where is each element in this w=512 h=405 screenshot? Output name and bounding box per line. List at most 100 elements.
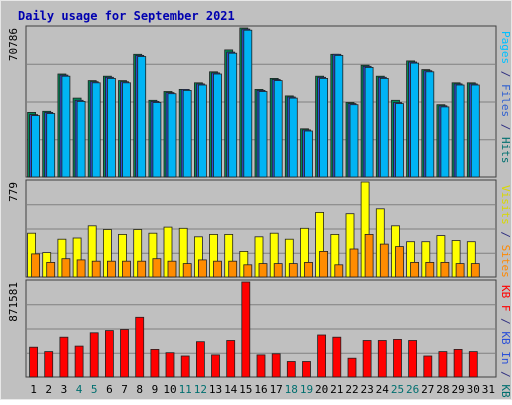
bar-middle-s1-day-25	[395, 246, 404, 278]
bar-bottom-s0-day-29	[453, 348, 463, 378]
x-tick-label-19: 19	[300, 383, 313, 396]
x-tick-label-18: 18	[285, 383, 298, 396]
x-tick-label-28: 28	[436, 383, 449, 396]
y-max-label: 779	[7, 182, 20, 202]
bar-top-s2-day-5	[91, 82, 101, 178]
bar-bottom-s0-day-14	[226, 340, 236, 378]
x-tick-label-12: 12	[194, 383, 207, 396]
x-tick-label-16: 16	[254, 383, 267, 396]
legend-part: /	[499, 64, 512, 84]
bar-middle-s1-day-3	[61, 258, 71, 278]
bar-bottom-s0-day-22	[347, 357, 357, 378]
bar-top-s2-day-4	[76, 101, 86, 178]
y-axis-legend-label: Visits / Sites	[499, 185, 512, 278]
bar-bottom-s0-day-27	[423, 355, 433, 378]
chart-panels: 70786 Pages / Files / Hits 779 Visits / Sit…	[7, 25, 512, 405]
bar-top-s2-day-10	[167, 93, 177, 178]
bar-bottom-s0-day-3	[59, 336, 69, 378]
bar-middle-s1-day-23	[364, 233, 374, 278]
bar-bottom-s0-day-16	[256, 354, 266, 378]
x-tick-label-21: 21	[330, 383, 343, 396]
bar-top-s2-day-9	[152, 102, 162, 178]
x-tick-label-14: 14	[224, 383, 238, 396]
bar-middle-s1-day-4	[76, 259, 86, 278]
bar-top-s2-day-16	[258, 91, 268, 178]
legend-part: Pages	[499, 31, 512, 64]
bar-top-s2-day-17	[273, 80, 283, 178]
bar-top-s2-day-24	[379, 78, 389, 178]
bar-middle-s1-day-18	[288, 263, 298, 278]
bar-top-s2-day-14	[228, 52, 238, 178]
chart-title: Daily usage for September 2021	[18, 9, 235, 23]
bar-bottom-s0-day-30	[468, 351, 478, 378]
x-tick-label-13: 13	[209, 383, 222, 396]
bar-middle-s1-day-21	[334, 264, 344, 278]
bar-bottom-s0-day-6	[105, 330, 114, 378]
bar-top-s2-day-12	[197, 84, 207, 178]
bar-bottom-s0-day-20	[317, 334, 327, 378]
legend-part: Hits	[499, 137, 512, 164]
bar-bottom-s0-day-15	[241, 281, 251, 378]
bar-top-s2-day-30	[470, 84, 480, 178]
x-tick-label-9: 9	[152, 383, 159, 396]
bar-bottom-s0-day-5	[89, 332, 99, 378]
bar-bottom-s0-day-24	[377, 340, 387, 378]
x-tick-label-20: 20	[315, 383, 328, 396]
bar-top-s2-day-3	[61, 75, 71, 178]
legend-part: Visits	[499, 185, 512, 225]
legend-part: KB F	[499, 285, 512, 312]
x-tick-label-7: 7	[121, 383, 128, 396]
bar-bottom-s0-day-1	[29, 346, 39, 378]
bar-middle-s1-day-15	[243, 264, 253, 278]
bar-bottom-s0-day-2	[44, 351, 54, 378]
y-axis-legend-label: KB F / KB In / KB Out	[499, 285, 512, 400]
bar-middle-s1-day-24	[379, 243, 389, 278]
y-axis-legend-label: Pages / Files / Hits	[499, 31, 512, 164]
bar-middle-s1-day-11	[182, 263, 192, 278]
bar-top-s2-day-13	[213, 73, 222, 178]
bar-top-s2-day-29	[455, 84, 465, 178]
bar-bottom-s0-day-9	[150, 348, 160, 378]
bar-bottom-s0-day-18	[286, 361, 296, 378]
legend-part: /	[499, 225, 512, 245]
bar-top-s2-day-7	[122, 82, 131, 178]
bar-top-s2-day-22	[349, 104, 359, 178]
bar-middle-s1-day-20	[319, 250, 329, 278]
bar-middle-s1-day-14	[228, 260, 238, 278]
legend-part: /	[499, 365, 512, 385]
bar-bottom-s0-day-13	[211, 354, 220, 378]
legend-part: KB In	[499, 331, 512, 364]
x-tick-label-8: 8	[136, 383, 143, 396]
bar-bottom-s0-day-7	[120, 329, 129, 378]
x-tick-label-24: 24	[376, 383, 390, 396]
bar-top-s2-day-19	[304, 130, 313, 178]
x-tick-label-22: 22	[345, 383, 358, 396]
x-tick-label-6: 6	[106, 383, 113, 396]
bar-middle-s1-day-6	[107, 260, 116, 278]
bar-top-s2-day-25	[395, 103, 404, 178]
bar-middle-s1-day-19	[304, 261, 313, 278]
bar-middle-s1-day-5	[91, 260, 101, 278]
bar-top-s2-day-11	[182, 90, 192, 178]
legend-part: KB Out	[499, 384, 512, 400]
bar-bottom-s0-day-10	[165, 352, 175, 378]
bar-middle-s1-day-22	[349, 248, 359, 278]
bar-middle-s1-day-9	[152, 258, 162, 278]
x-tick-label-3: 3	[61, 383, 68, 396]
x-tick-label-15: 15	[239, 383, 252, 396]
bar-middle-s1-day-17	[273, 263, 283, 278]
bar-top-s2-day-8	[137, 56, 147, 178]
legend-part: Sites	[499, 245, 512, 278]
x-tick-label-2: 2	[45, 383, 52, 396]
x-tick-label-11: 11	[179, 383, 192, 396]
x-tick-label-25: 25	[391, 383, 404, 396]
bar-top-s2-day-21	[334, 55, 344, 178]
y-max-label: 871581	[7, 282, 20, 322]
x-tick-label-5: 5	[91, 383, 98, 396]
bar-top-s2-day-28	[440, 106, 450, 178]
x-tick-label-10: 10	[163, 383, 176, 396]
bar-top-s2-day-1	[31, 115, 41, 178]
bar-bottom-s0-day-21	[332, 336, 342, 378]
bar-middle-s1-day-29	[455, 263, 465, 278]
